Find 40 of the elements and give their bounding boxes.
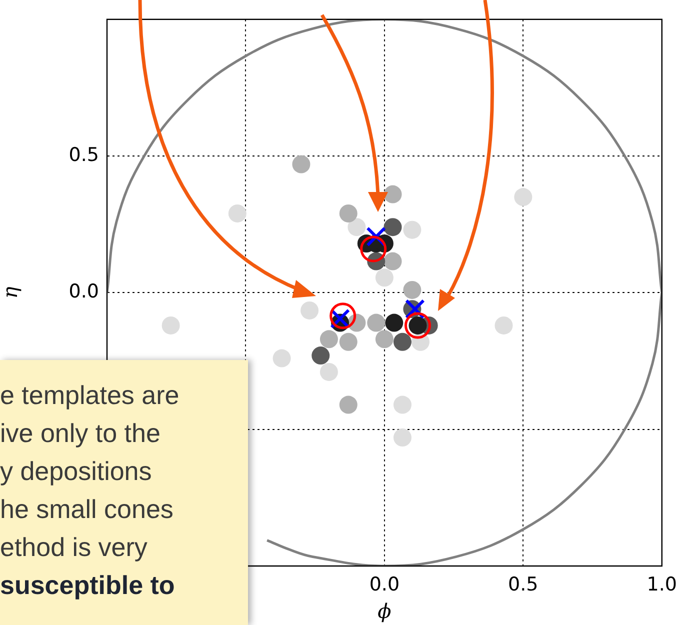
point (375, 330, 394, 348)
annotation: ethod is very (0, 531, 148, 564)
text: susceptible to (0, 569, 176, 602)
point (367, 314, 386, 332)
annotation: e templates are (0, 379, 180, 412)
point (339, 396, 358, 414)
point (348, 218, 366, 236)
x-axis-title: ϕ (378, 599, 392, 624)
point (393, 332, 412, 351)
point (339, 204, 358, 222)
point (404, 312, 431, 339)
point (514, 188, 532, 206)
point (312, 346, 330, 365)
point (385, 314, 404, 332)
x-tick-label: 0.5 (508, 573, 538, 596)
point (339, 332, 358, 351)
annotation: he small cones (0, 493, 174, 526)
point (375, 268, 394, 287)
point (403, 280, 422, 299)
y-axis-title: η (0, 286, 22, 299)
point (320, 330, 338, 348)
point (360, 236, 387, 262)
annotation: ive only to the (0, 417, 162, 450)
point (320, 362, 338, 381)
x-tick-label: 0.0 (369, 573, 400, 596)
point (494, 316, 513, 334)
point (384, 185, 402, 204)
point (384, 252, 402, 270)
annotation: y depositions (0, 455, 153, 488)
point (393, 428, 412, 447)
point (272, 349, 291, 368)
point (403, 220, 422, 239)
x-tick-label: 1.0 (646, 573, 677, 596)
point (300, 301, 319, 320)
point (292, 155, 310, 174)
point (330, 302, 356, 330)
point (162, 316, 180, 334)
point (384, 218, 402, 236)
point (393, 396, 412, 414)
point (228, 204, 246, 222)
